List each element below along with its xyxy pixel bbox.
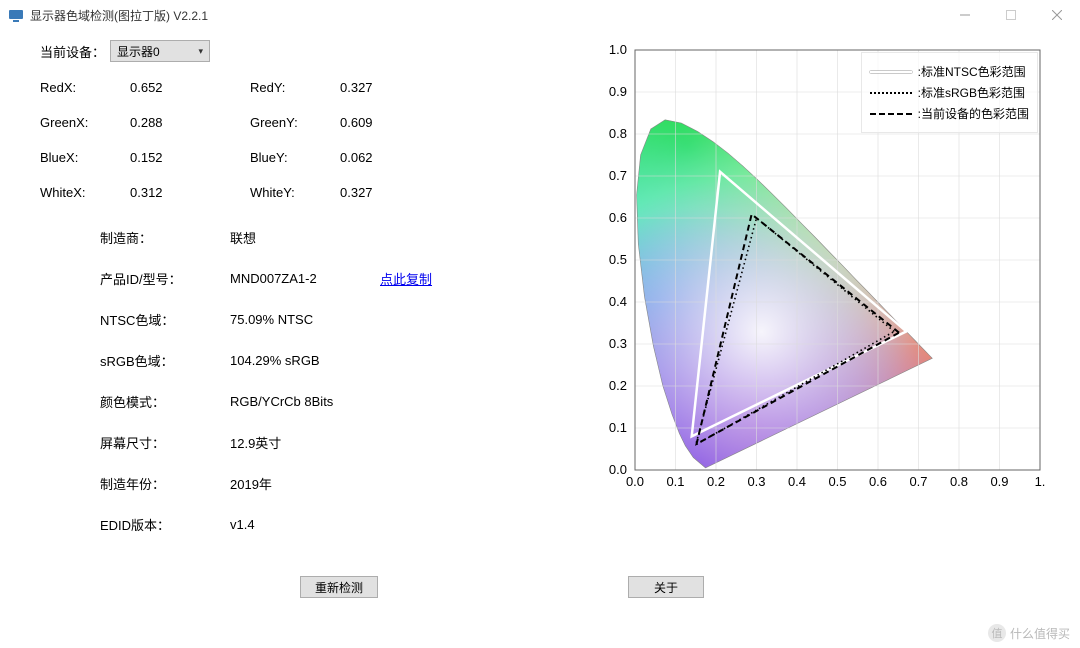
svg-text:0.0: 0.0 <box>626 474 644 489</box>
bluey-label: BlueY: <box>250 150 340 165</box>
whitex-label: WhiteX: <box>40 185 130 200</box>
about-button[interactable]: 关于 <box>628 576 704 598</box>
window-controls <box>942 0 1080 30</box>
redx-value: 0.652 <box>130 80 250 95</box>
legend-srgb-label: :标准sRGB色彩范围 <box>918 84 1025 101</box>
bluex-value: 0.152 <box>130 150 250 165</box>
svg-text:0.5: 0.5 <box>609 252 627 267</box>
minimize-button[interactable] <box>942 0 988 30</box>
svg-text:0.8: 0.8 <box>609 126 627 141</box>
svg-text:0.9: 0.9 <box>609 84 627 99</box>
watermark: 值 什么值得买 <box>988 624 1070 642</box>
titlebar: 显示器色域检测(图拉丁版) V2.2.1 <box>0 0 1080 30</box>
srgb-value: 104.29% sRGB <box>230 353 380 368</box>
svg-text:0.3: 0.3 <box>609 336 627 351</box>
svg-text:0.2: 0.2 <box>707 474 725 489</box>
bluex-label: BlueX: <box>40 150 130 165</box>
product-id-value: MND007ZA1-2 <box>230 271 380 286</box>
mfg-year-value: 2019年 <box>230 474 380 493</box>
svg-text:0.3: 0.3 <box>747 474 765 489</box>
cie-chart: 0.00.0 0.1 0.1 0.2 0.2 0.3 0.3 0.4 0.4 0.5 0.5 0.6 0… <box>590 40 1050 500</box>
ntsc-label: NTSC色域： <box>100 310 230 329</box>
whitey-value: 0.327 <box>340 185 460 200</box>
greenx-label: GreenX: <box>40 115 130 130</box>
copy-link[interactable]: 点此复制 <box>380 269 432 288</box>
srgb-label: sRGB色域： <box>100 351 230 370</box>
greeny-label: GreenY: <box>250 115 340 130</box>
legend-device-label: :当前设备的色彩范围 <box>918 105 1029 122</box>
manufacturer-value: 联想 <box>230 228 380 247</box>
svg-text:1.0: 1.0 <box>609 42 627 57</box>
legend-ntsc-swatch <box>870 71 912 73</box>
svg-text:0.9: 0.9 <box>990 474 1008 489</box>
chevron-down-icon: ▾ <box>198 46 203 57</box>
app-icon <box>8 7 24 23</box>
svg-text:0.6: 0.6 <box>609 210 627 225</box>
greeny-value: 0.609 <box>340 115 460 130</box>
color-coordinates: RedX: 0.652 RedY: 0.327 GreenX: 0.288 Gr… <box>40 80 580 200</box>
svg-text:0.0: 0.0 <box>609 462 627 477</box>
svg-text:1.: 1. <box>1035 474 1046 489</box>
rescan-button[interactable]: 重新检测 <box>300 576 378 598</box>
manufacturer-label: 制造商： <box>100 228 230 247</box>
screen-size-value: 12.9英寸 <box>230 433 380 452</box>
redy-label: RedY: <box>250 80 340 95</box>
redy-value: 0.327 <box>340 80 460 95</box>
device-label: 当前设备： <box>40 42 110 61</box>
color-mode-value: RGB/YCrCb 8Bits <box>230 394 380 409</box>
svg-text:0.2: 0.2 <box>609 378 627 393</box>
legend-ntsc-label: :标准NTSC色彩范围 <box>918 63 1026 80</box>
svg-text:0.5: 0.5 <box>828 474 846 489</box>
svg-text:0.4: 0.4 <box>788 474 806 489</box>
whitey-label: WhiteY: <box>250 185 340 200</box>
edid-value: v1.4 <box>230 517 380 532</box>
svg-text:0.7: 0.7 <box>909 474 927 489</box>
watermark-icon: 值 <box>988 624 1006 642</box>
svg-text:0.1: 0.1 <box>666 474 684 489</box>
svg-text:0.7: 0.7 <box>609 168 627 183</box>
svg-text:0.1: 0.1 <box>609 420 627 435</box>
window-title: 显示器色域检测(图拉丁版) V2.2.1 <box>30 7 208 24</box>
whitex-value: 0.312 <box>130 185 250 200</box>
svg-text:0.6: 0.6 <box>869 474 887 489</box>
svg-text:0.4: 0.4 <box>609 294 627 309</box>
legend: :标准NTSC色彩范围 :标准sRGB色彩范围 :当前设备的色彩范围 <box>861 52 1038 133</box>
redx-label: RedX: <box>40 80 130 95</box>
greenx-value: 0.288 <box>130 115 250 130</box>
svg-text:0.8: 0.8 <box>950 474 968 489</box>
edid-label: EDID版本： <box>100 515 230 534</box>
product-id-label: 产品ID/型号： <box>100 269 230 288</box>
legend-device-swatch <box>870 113 912 115</box>
device-selected: 显示器0 <box>117 43 160 60</box>
maximize-button[interactable] <box>988 0 1034 30</box>
screen-size-label: 屏幕尺寸： <box>100 433 230 452</box>
watermark-text: 什么值得买 <box>1010 625 1070 642</box>
right-pane: 0.00.0 0.1 0.1 0.2 0.2 0.3 0.3 0.4 0.4 0.5 0.5 0.6 0… <box>580 40 1060 556</box>
bluey-value: 0.062 <box>340 150 460 165</box>
mfg-year-label: 制造年份： <box>100 474 230 493</box>
legend-srgb-swatch <box>870 92 912 94</box>
color-mode-label: 颜色模式： <box>100 392 230 411</box>
device-select[interactable]: 显示器0 ▾ <box>110 40 210 62</box>
ntsc-value: 75.09% NTSC <box>230 312 380 327</box>
left-pane: 当前设备： 显示器0 ▾ RedX: 0.652 RedY: 0.327 Gre… <box>40 40 580 556</box>
info-rows: 制造商： 联想 产品ID/型号： MND007ZA1-2 点此复制 NTSC色域… <box>40 228 580 534</box>
close-button[interactable] <box>1034 0 1080 30</box>
